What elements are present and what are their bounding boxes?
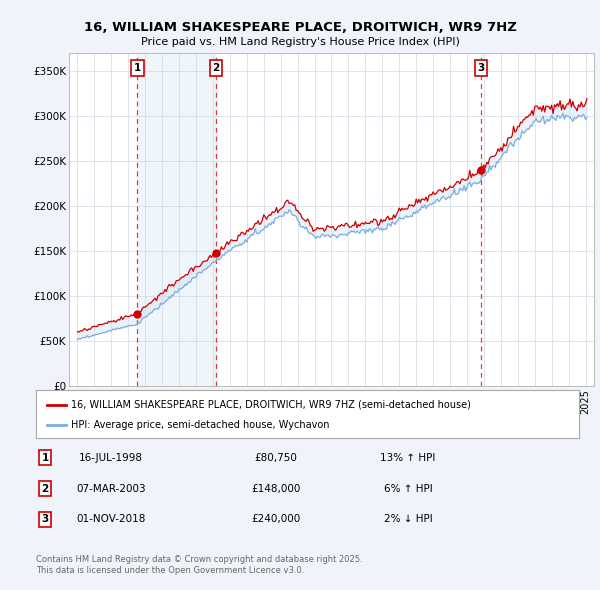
Text: 07-MAR-2003: 07-MAR-2003 — [76, 484, 146, 493]
Text: 2: 2 — [212, 63, 220, 73]
Text: £240,000: £240,000 — [251, 514, 301, 524]
Text: 1: 1 — [134, 63, 141, 73]
Text: 16-JUL-1998: 16-JUL-1998 — [79, 453, 143, 463]
Text: 01-NOV-2018: 01-NOV-2018 — [76, 514, 146, 524]
Text: £80,750: £80,750 — [254, 453, 298, 463]
Text: Price paid vs. HM Land Registry's House Price Index (HPI): Price paid vs. HM Land Registry's House … — [140, 37, 460, 47]
Text: 1: 1 — [41, 453, 49, 463]
Text: HPI: Average price, semi-detached house, Wychavon: HPI: Average price, semi-detached house,… — [71, 420, 330, 430]
Text: 13% ↑ HPI: 13% ↑ HPI — [380, 453, 436, 463]
Text: 3: 3 — [478, 63, 485, 73]
Text: 6% ↑ HPI: 6% ↑ HPI — [383, 484, 433, 493]
Text: Contains HM Land Registry data © Crown copyright and database right 2025.
This d: Contains HM Land Registry data © Crown c… — [36, 555, 362, 575]
Text: 16, WILLIAM SHAKESPEARE PLACE, DROITWICH, WR9 7HZ: 16, WILLIAM SHAKESPEARE PLACE, DROITWICH… — [83, 21, 517, 34]
Text: 3: 3 — [41, 514, 49, 524]
Text: 16, WILLIAM SHAKESPEARE PLACE, DROITWICH, WR9 7HZ (semi-detached house): 16, WILLIAM SHAKESPEARE PLACE, DROITWICH… — [71, 399, 471, 409]
Text: 2% ↓ HPI: 2% ↓ HPI — [383, 514, 433, 524]
Text: 2: 2 — [41, 484, 49, 493]
Text: £148,000: £148,000 — [251, 484, 301, 493]
